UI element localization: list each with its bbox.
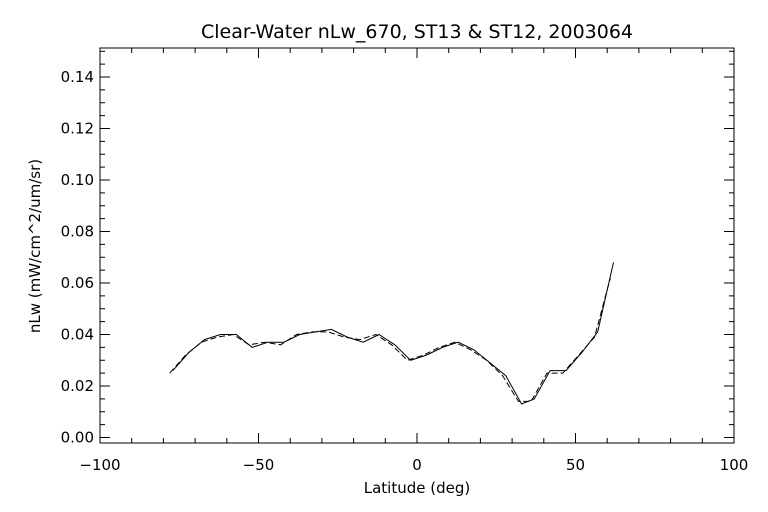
series-line-dashed: [169, 277, 611, 402]
x-tick-label: −100: [79, 456, 120, 474]
y-tick-label: 0.00: [61, 429, 94, 447]
y-tick-label: 0.04: [61, 326, 94, 344]
plot-frame: [99, 47, 735, 444]
x-tick-label: 100: [720, 456, 749, 474]
y-tick-label: 0.06: [61, 274, 94, 292]
series-line-solid: [172, 262, 614, 405]
y-tick-label: 0.14: [61, 68, 94, 86]
axes: −100 −50 0 50 100 0.00 0.02 0.04 0.06 0.08 0.10 0.1…: [61, 48, 749, 474]
y-tick-label: 0.10: [61, 171, 94, 189]
x-axis-label: Latitude (deg): [364, 479, 470, 497]
y-axis-label: nLw (mW/cm^2/um/sr): [26, 159, 44, 333]
chart-title: Clear-Water nLw_670, ST13 & ST12, 200306…: [201, 21, 633, 43]
x-tick-label: 50: [566, 456, 585, 474]
y-tick-label: 0.02: [61, 377, 94, 395]
y-tick-label: 0.12: [61, 120, 94, 138]
x-tick-label: −50: [243, 456, 275, 474]
series-lines: [169, 262, 614, 405]
y-tick-label: 0.08: [61, 223, 94, 241]
x-tick-label: 0: [412, 456, 422, 474]
